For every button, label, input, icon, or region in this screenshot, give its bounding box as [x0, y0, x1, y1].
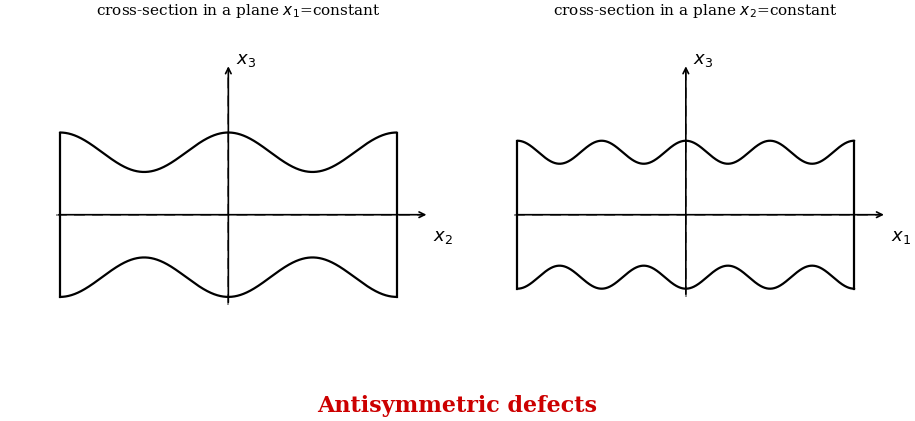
Text: $x_2$: $x_2$ [433, 228, 453, 246]
Text: $x_1$: $x_1$ [890, 228, 910, 246]
Text: cross-section in a plane $x_2$=constant: cross-section in a plane $x_2$=constant [554, 2, 837, 20]
Text: cross-section in a plane $x_1$=constant: cross-section in a plane $x_1$=constant [96, 2, 380, 20]
Text: $x_3$: $x_3$ [694, 51, 714, 69]
Text: $x_3$: $x_3$ [236, 51, 256, 69]
Text: Antisymmetric defects: Antisymmetric defects [318, 395, 597, 417]
